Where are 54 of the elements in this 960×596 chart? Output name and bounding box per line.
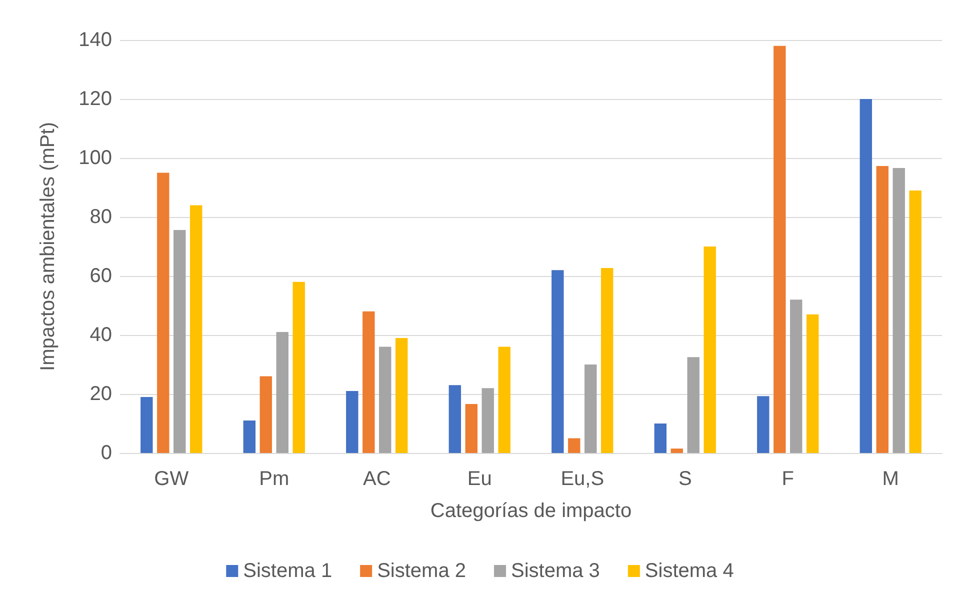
bar xyxy=(157,172,170,453)
bar xyxy=(346,391,358,453)
y-tick-label: 20 xyxy=(90,383,112,405)
bar xyxy=(362,311,375,453)
y-tick-label: 40 xyxy=(90,324,112,346)
bar xyxy=(465,404,478,453)
legend-label: Sistema 4 xyxy=(644,560,734,582)
x-tick-label: Eu,S xyxy=(560,468,604,490)
bar xyxy=(498,346,510,453)
legend-label: Sistema 3 xyxy=(511,560,600,582)
y-tick-label: 0 xyxy=(100,442,112,464)
legend-label: Sistema 2 xyxy=(377,560,466,582)
bar xyxy=(482,388,494,453)
bar xyxy=(260,376,272,453)
y-tick-label: 80 xyxy=(90,206,112,228)
bar xyxy=(790,300,802,453)
bar xyxy=(687,357,700,453)
bar xyxy=(292,282,305,453)
bar xyxy=(774,46,786,453)
bar xyxy=(448,385,462,453)
bar xyxy=(140,396,153,453)
bar xyxy=(860,99,872,453)
bar xyxy=(276,332,288,453)
x-tick-label: Pm xyxy=(259,468,290,490)
bar xyxy=(174,230,186,453)
y-tick-label: 60 xyxy=(90,265,112,287)
bar xyxy=(670,448,683,453)
legend-label: Sistema 1 xyxy=(243,560,332,582)
bar xyxy=(654,424,667,453)
x-tick-label: M xyxy=(882,468,899,490)
bar xyxy=(600,268,614,453)
y-tick-label: 140 xyxy=(78,29,112,51)
bar xyxy=(395,338,408,453)
x-axis-title: Categorías de impacto xyxy=(430,500,632,522)
x-tick-label: AC xyxy=(362,468,391,490)
bar xyxy=(568,438,580,453)
y-tick-label: 120 xyxy=(78,88,112,110)
bar xyxy=(892,168,905,453)
y-tick-label: 100 xyxy=(78,147,112,169)
bar xyxy=(243,420,256,453)
bar xyxy=(379,346,392,453)
x-tick-label: Eu xyxy=(467,468,492,490)
bar xyxy=(190,205,202,453)
y-axis-title: Impactos ambientales (mPt) xyxy=(37,122,59,371)
bar xyxy=(757,396,770,453)
bar xyxy=(552,270,564,453)
bar xyxy=(704,246,716,453)
bar xyxy=(876,166,888,453)
bar xyxy=(909,190,922,453)
x-tick-label: S xyxy=(678,468,692,490)
bar xyxy=(584,364,597,453)
x-tick-label: F xyxy=(782,468,794,490)
x-tick-label: GW xyxy=(154,468,189,490)
bar xyxy=(806,314,819,453)
